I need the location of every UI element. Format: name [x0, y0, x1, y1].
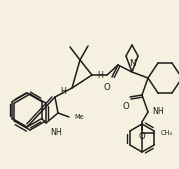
- Text: H: H: [97, 70, 103, 79]
- Text: NH: NH: [152, 107, 164, 116]
- Text: O: O: [123, 102, 129, 111]
- Text: CH₃: CH₃: [161, 130, 173, 136]
- Text: O: O: [104, 83, 110, 92]
- Text: NH: NH: [50, 128, 62, 137]
- Text: N: N: [129, 59, 135, 68]
- Text: H: H: [60, 87, 66, 95]
- Text: Me: Me: [74, 114, 84, 120]
- Text: O: O: [139, 132, 145, 141]
